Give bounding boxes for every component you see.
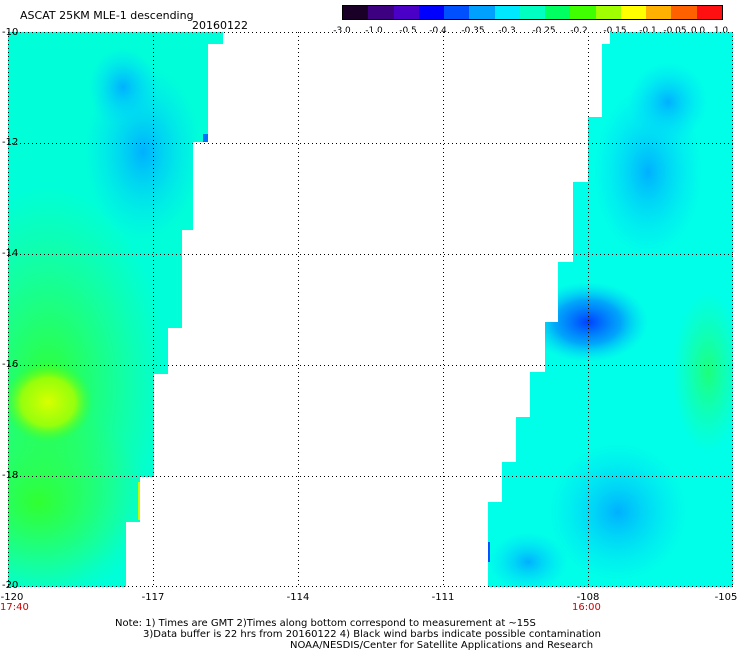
- colorbar-segment: [418, 6, 445, 19]
- colorbar-segment: [671, 6, 697, 19]
- colorbar-segment: [469, 6, 495, 19]
- colorbar-segment: [570, 6, 596, 19]
- lon-label: -108: [576, 592, 600, 603]
- time-label: 16:00: [572, 602, 601, 613]
- map-canvas: [8, 32, 733, 587]
- colorbar-segment: [646, 6, 672, 19]
- lat-label: -16: [2, 359, 19, 370]
- colorbar-segment: [545, 6, 571, 19]
- colorbar-label: -0.1: [639, 26, 657, 36]
- right-swath: [488, 32, 733, 587]
- colorbar-label: -0.3: [498, 26, 516, 36]
- colorbar-label: 0.0: [690, 26, 706, 36]
- note-line-1: Note: 1) Times are GMT 2)Times along bot…: [115, 618, 536, 629]
- colorbar-labels: -3.0 -1.0 -0.5 -0.4 -0.35 -0.3 -0.25 -0.…: [330, 26, 735, 38]
- colorbar-segment: [393, 6, 419, 19]
- lon-label: -111: [431, 592, 455, 603]
- colorbar-label: -0.4: [429, 26, 447, 36]
- note-line-2: 3)Data buffer is 22 hrs from 20160122 4)…: [143, 629, 601, 640]
- colorbar-segment: [595, 6, 621, 19]
- colorbar: [342, 5, 723, 20]
- graticule: [8, 32, 733, 587]
- colorbar-label: 1.0: [713, 26, 729, 36]
- colorbar-label: -3.0: [333, 26, 351, 36]
- colorbar-segment: [494, 6, 520, 19]
- colorbar-label: -1.0: [365, 26, 383, 36]
- lon-label: -117: [141, 592, 165, 603]
- left-swath: [8, 32, 223, 587]
- note-line-3: NOAA/NESDIS/Center for Satellite Applica…: [290, 640, 594, 651]
- colorbar-segment: [519, 6, 546, 19]
- colorbar-label: -0.25: [532, 26, 556, 36]
- colorbar-segment: [343, 6, 369, 19]
- colorbar-segment: [444, 6, 470, 19]
- colorbar-label: -0.2: [570, 26, 588, 36]
- map-panel: [8, 32, 733, 587]
- lat-label: -12: [2, 137, 19, 148]
- lat-label: -10: [2, 27, 19, 38]
- colorbar-label: -0.05: [663, 26, 687, 36]
- colorbar-segment: [620, 6, 647, 19]
- colorbar-label: -0.5: [399, 26, 417, 36]
- time-label: 17:40: [0, 602, 29, 613]
- lon-label: -105: [714, 592, 738, 603]
- lat-label: -18: [2, 470, 19, 481]
- colorbar-label: -0.35: [461, 26, 485, 36]
- colorbar-label: -0.15: [603, 26, 627, 36]
- lat-label: -20: [2, 580, 19, 591]
- colorbar-segment: [368, 6, 394, 19]
- product-title: ASCAT 25KM MLE-1 descending: [20, 9, 194, 22]
- lon-label: -114: [286, 592, 310, 603]
- lon-label: -120: [0, 592, 24, 603]
- colorbar-segment: [696, 6, 722, 19]
- lat-label: -14: [2, 248, 19, 259]
- product-date: 20160122: [192, 19, 248, 32]
